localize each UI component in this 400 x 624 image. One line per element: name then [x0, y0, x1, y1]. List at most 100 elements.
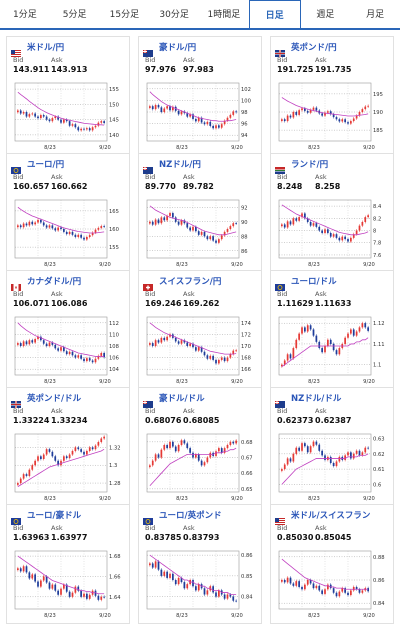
pair-name-link[interactable]: ユーロ/ドル [277, 275, 337, 287]
candlestick-chart[interactable]: 195 190 185 8/23 9/20 [275, 81, 391, 153]
bid-value: 0.85030 [277, 533, 314, 542]
currency-card[interactable]: NZドル/ドル Bid Ask 0.62373 0.62387 0.63 0.62 0.61 0… [270, 387, 394, 507]
candlestick-chart[interactable]: 174 172 170 168 166 8/23 9/20 [143, 315, 259, 387]
currency-card[interactable]: ユーロ/ドル Bid Ask 1.11629 1.11633 1.12 1.11 1.1 8/2… [270, 270, 394, 390]
candlestick-chart[interactable]: 92 90 88 86 8/23 9/20 [143, 198, 259, 270]
candlestick-chart[interactable]: 8.4 8.2 8 7.8 7.6 8/23 9/20 [275, 198, 391, 270]
pair-name-link[interactable]: 英ポンド/円 [277, 41, 337, 53]
pair-name-link[interactable]: 豪ドル/ドル [145, 392, 205, 404]
pair-name-link[interactable]: ユーロ/円 [13, 158, 64, 170]
candlestick-chart[interactable]: 1.68 1.66 1.64 8/23 9/20 [11, 549, 127, 621]
pair-name-link[interactable]: NZドル/ドル [277, 392, 341, 404]
candlestick-chart[interactable]: 155 150 145 140 8/23 9/20 [11, 81, 127, 153]
moving-average-line [281, 204, 369, 236]
pair-name-link[interactable]: NZドル/円 [145, 158, 201, 170]
candle [289, 115, 292, 118]
candlestick-chart[interactable]: 0.63 0.62 0.61 0.6 8/23 9/20 [275, 432, 391, 504]
pair-name-link[interactable]: カナダドル/円 [13, 275, 81, 287]
candlestick-chart[interactable]: 112 110 108 106 104 8/23 9/20 [11, 315, 127, 387]
pair-name: ユーロ/ドル [291, 277, 337, 287]
candle [83, 237, 85, 240]
pair-name-link[interactable]: 英ポンド/ドル [13, 392, 81, 404]
currency-card[interactable]: 豪ドル/ドル Bid Ask 0.68076 0.68085 0.68 0.67 0.66 0.… [138, 387, 262, 507]
moving-average-line [17, 91, 105, 126]
candle [306, 218, 309, 222]
candle [226, 117, 229, 121]
tab-4[interactable]: 1時間足 [207, 10, 241, 20]
flag-nz-icon [143, 159, 153, 174]
candle [103, 226, 105, 227]
pair-name: ランド/円 [291, 160, 329, 170]
candle [364, 323, 367, 328]
candle [151, 460, 154, 466]
pair-name-link[interactable]: ユーロ/英ポンド [145, 509, 222, 521]
candle [192, 452, 194, 458]
candle [312, 223, 315, 226]
candle [80, 128, 82, 131]
currency-card[interactable]: 米ドル/円 Bid Ask 143.911 143.913 155 150 145 140 8/2… [6, 36, 130, 156]
currency-card[interactable]: カナダドル/円 Bid Ask 106.071 106.086 112 110 108 106 1… [6, 270, 130, 390]
tab-2[interactable]: 15分足 [109, 10, 140, 20]
candlestick-chart[interactable]: 0.68 0.67 0.66 0.65 8/23 9/20 [143, 432, 259, 504]
candle [31, 340, 34, 343]
y-tick-label: 0.65 [241, 487, 253, 493]
currency-card[interactable]: 米ドル/スイスフラン Bid Ask 0.85030 0.85045 0.88 0.86 0.… [270, 504, 394, 624]
candlestick-chart[interactable]: 1.32 1.3 1.28 8/23 9/20 [11, 432, 127, 504]
currency-card[interactable]: NZドル/円 Bid Ask 89.770 89.782 92 90 88 86 8/23 9/20 [138, 153, 262, 273]
candle [327, 111, 329, 113]
candle [160, 449, 163, 458]
candlestick-chart[interactable]: 0.88 0.86 0.84 8/23 9/20 [275, 549, 391, 621]
flag-eu-icon [11, 510, 21, 525]
candle [86, 236, 88, 240]
currency-card[interactable]: 豪ドル/円 Bid Ask 97.976 97.983 102 100 98 96 94 8/23 9… [138, 36, 262, 156]
y-tick-label: 7.8 [373, 241, 381, 247]
currency-card[interactable]: 英ポンド/円 Bid Ask 191.725 191.735 195 190 185 8/23 9… [270, 36, 394, 156]
currency-card[interactable]: ユーロ/英ポンド Bid Ask 0.83785 0.83793 0.86 0.85 0.84… [138, 504, 262, 624]
candle [34, 222, 36, 225]
pair-name-link[interactable]: ユーロ/豪ドル [13, 509, 81, 521]
currency-card[interactable]: ユーロ/豪ドル Bid Ask 1.63963 1.63977 1.68 1.66 1.64 8… [6, 504, 130, 624]
candle [195, 226, 197, 232]
tab-5[interactable]: 日足 [248, 0, 301, 28]
candle [315, 223, 318, 227]
tab-1[interactable]: 5分足 [62, 10, 87, 20]
tab-0[interactable]: 1分足 [13, 10, 37, 20]
tab-7[interactable]: 月足 [366, 10, 385, 20]
bid-value: 160.657 [13, 182, 50, 191]
timeframe-tabs: 1分足 5分足 15分足 30分足 1時間足 日足 週足 月足 [0, 0, 400, 30]
pair-name-link[interactable]: スイスフラン/円 [145, 275, 221, 287]
tab-3[interactable]: 30分足 [159, 10, 189, 20]
candle [306, 580, 309, 585]
pair-name-link[interactable]: ランド/円 [277, 158, 328, 170]
candle [358, 225, 361, 231]
currency-card[interactable]: 英ポンド/ドル Bid Ask 1.33224 1.33234 1.32 1.3 1.28 8/… [6, 387, 130, 507]
candle [304, 327, 306, 332]
y-tick-label: 104 [109, 367, 120, 373]
pair-name-link[interactable]: 豪ドル/円 [145, 41, 196, 53]
candlestick-chart[interactable]: 0.86 0.85 0.84 8/23 9/20 [143, 549, 259, 621]
y-tick-label: 8.2 [373, 216, 381, 222]
candle [17, 343, 19, 345]
candle [212, 125, 214, 129]
candle [197, 231, 200, 235]
candle [215, 125, 217, 129]
x-tick-label: 9/20 [99, 262, 111, 268]
candle [295, 581, 298, 586]
candle [57, 348, 59, 351]
currency-card[interactable]: スイスフラン/円 Bid Ask 169.246 169.262 174 172 170 168… [138, 270, 262, 390]
pair-name: カナダドル/円 [27, 277, 82, 287]
y-tick-label: 170 [241, 344, 251, 350]
candle [361, 109, 364, 112]
currency-card[interactable]: ユーロ/円 Bid Ask 160.657 160.662 165 160 155 8/23 9/… [6, 153, 130, 273]
candle [218, 590, 220, 597]
pair-name-link[interactable]: 米ドル/スイスフラン [277, 509, 370, 521]
candlestick-chart[interactable]: 165 160 155 8/23 9/20 [11, 198, 127, 270]
candlestick-chart[interactable]: 102 100 98 96 94 8/23 9/20 [143, 81, 259, 153]
tab-6[interactable]: 週足 [316, 10, 335, 20]
candle [37, 219, 39, 223]
currency-card[interactable]: ランド/円 Bid Ask 8.248 8.258 8.4 8.2 8 7.8 7.6 8/23 9/… [270, 153, 394, 273]
candle [223, 357, 226, 362]
pair-name: 米ドル/円 [27, 43, 65, 53]
pair-name-link[interactable]: 米ドル/円 [13, 41, 64, 53]
candlestick-chart[interactable]: 1.12 1.11 1.1 8/23 9/20 [275, 315, 391, 387]
